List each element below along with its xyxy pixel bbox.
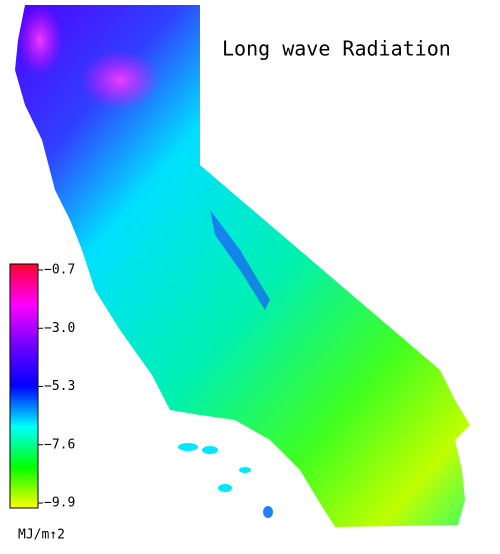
tick-label: −5.3 — [44, 379, 75, 394]
island — [202, 446, 218, 454]
california-map — [15, 5, 470, 527]
colorbar — [9, 263, 39, 509]
island — [218, 484, 232, 492]
map-title: Long wave Radiation — [222, 37, 451, 61]
colorbar-ticks: −0.7 −3.0 −5.3 −7.6 −9.9 — [38, 263, 75, 511]
island — [263, 506, 273, 518]
northwest-coast — [18, 5, 62, 75]
north-highlands — [80, 50, 160, 110]
tick-label: −3.0 — [44, 321, 75, 336]
tick-label: −0.7 — [44, 263, 75, 278]
sierra-nevada — [210, 210, 270, 310]
unit-label: MJ/m↑2 — [18, 528, 65, 543]
island — [239, 467, 251, 473]
tick-label: −9.9 — [44, 496, 75, 511]
island — [178, 443, 198, 451]
tick-label: −7.6 — [44, 437, 75, 452]
